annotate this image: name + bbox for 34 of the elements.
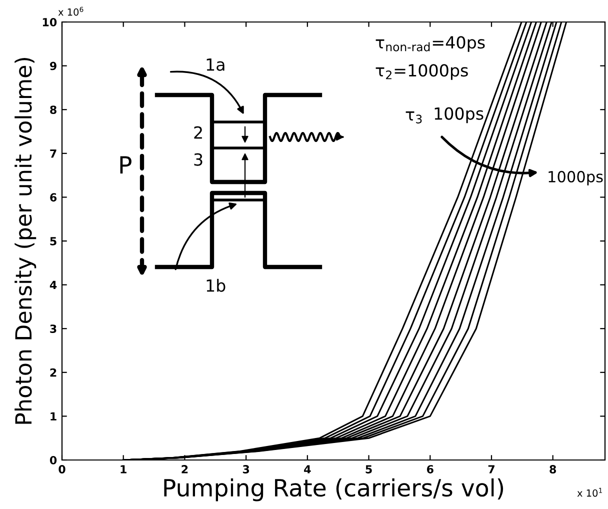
x-tick-label: 6 xyxy=(426,465,434,474)
y-tick-label: 4 xyxy=(50,280,57,290)
text: x 10$^{6}$ xyxy=(58,6,84,16)
x-tick-label: 2 xyxy=(182,465,188,474)
annotation: τ$_{3}$ xyxy=(406,111,422,124)
y-tick-label: 8 xyxy=(50,106,56,114)
text: x 10$^{1}$ xyxy=(577,488,602,497)
annotation: P xyxy=(120,156,132,174)
x-axis-title: Pumping Rate (carriers/s vol) xyxy=(164,478,504,502)
annotation: 1b xyxy=(206,278,226,292)
y-tick-label: 2 xyxy=(50,368,56,377)
annotation: 2 xyxy=(194,126,202,139)
x-tick-label: 8 xyxy=(550,465,556,474)
y-axis-title: Photon Density (per unit volume) xyxy=(14,58,36,424)
x-tick-label: 4 xyxy=(304,465,311,474)
x-tick-label: 7 xyxy=(488,465,494,474)
y-tick-label: 0 xyxy=(50,456,57,464)
y-tick-label: 7 xyxy=(50,150,56,158)
annotation: 1a xyxy=(206,58,224,71)
x-tick-label: 3 xyxy=(242,465,250,474)
annotation: 1000ps xyxy=(548,170,603,186)
annotation: 3 xyxy=(194,153,202,166)
y-tick-label: 9 xyxy=(50,62,56,70)
y-tick-label: 10 xyxy=(42,18,57,26)
y-tick-label: 5 xyxy=(50,237,56,246)
x-tick-label: 5 xyxy=(366,465,372,474)
annotation: 100ps xyxy=(434,107,484,124)
x-tick-label: 1 xyxy=(120,465,126,474)
y-tick-label: 3 xyxy=(50,324,56,333)
x-tick-label: 0 xyxy=(58,465,66,474)
annotation: τ$_{non-rad}$=40ps xyxy=(376,36,485,52)
y-tick-label: 6 xyxy=(50,193,57,202)
annotation: τ$_{2}$=1000ps xyxy=(376,64,468,80)
y-tick-label: 1 xyxy=(50,412,56,420)
